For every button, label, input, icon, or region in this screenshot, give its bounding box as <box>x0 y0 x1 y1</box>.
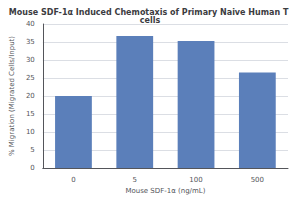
svg-text:5: 5 <box>30 146 34 154</box>
svg-text:cells: cells <box>140 16 161 25</box>
svg-text:35: 35 <box>26 38 35 46</box>
svg-text:20: 20 <box>26 92 35 100</box>
svg-text:100: 100 <box>189 176 202 184</box>
svg-text:25: 25 <box>26 74 35 82</box>
svg-text:0: 0 <box>30 164 34 172</box>
svg-text:10: 10 <box>26 128 35 136</box>
svg-text:30: 30 <box>26 56 35 64</box>
svg-text:500: 500 <box>251 176 264 184</box>
svg-text:Mouse SDF-1α Induced Chemotaxi: Mouse SDF-1α Induced Chemotaxis of Prima… <box>8 7 292 17</box>
svg-text:0: 0 <box>71 176 75 184</box>
svg-text:40: 40 <box>26 20 35 28</box>
svg-text:Mouse SDF-1α (ng/mL): Mouse SDF-1α (ng/mL) <box>125 187 205 195</box>
svg-text:% Migration (Migrated Cells/In: % Migration (Migrated Cells/Input) <box>8 36 16 156</box>
svg-text:5: 5 <box>133 176 137 184</box>
svg-text:15: 15 <box>26 110 35 118</box>
